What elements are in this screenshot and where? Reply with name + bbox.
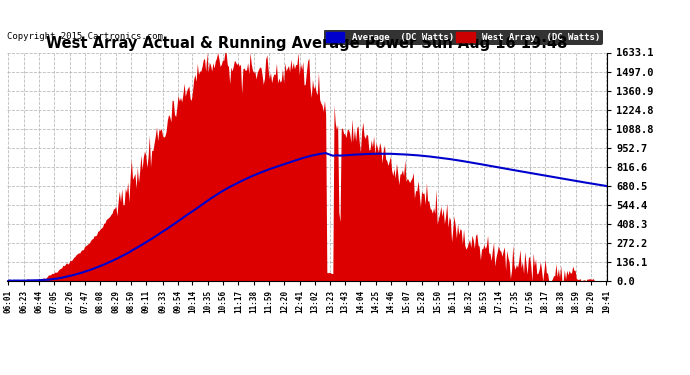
Title: West Array Actual & Running Average Power Sun Aug 16 19:48: West Array Actual & Running Average Powe… <box>46 36 568 51</box>
Text: Copyright 2015 Cartronics.com: Copyright 2015 Cartronics.com <box>7 32 163 41</box>
Legend: Average  (DC Watts), West Array  (DC Watts): Average (DC Watts), West Array (DC Watts… <box>324 30 602 45</box>
